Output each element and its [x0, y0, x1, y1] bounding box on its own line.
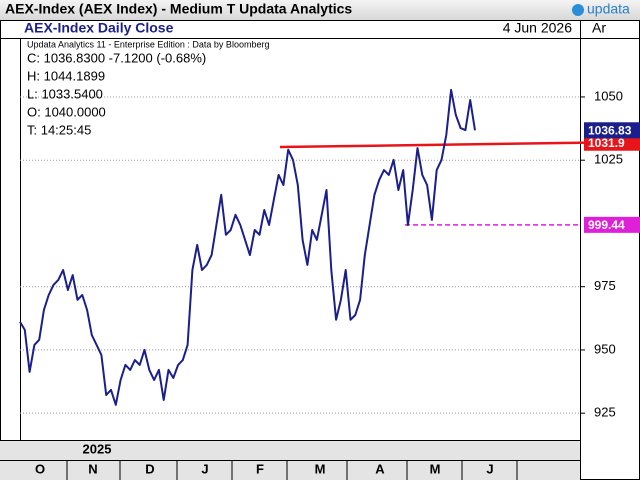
- y-tick-label: 1050: [594, 88, 623, 103]
- x-tick-label: M: [430, 461, 441, 476]
- y-tick-label: 950: [594, 341, 616, 356]
- y-tick-label: 925: [594, 405, 616, 420]
- x-tick-label: A: [375, 461, 385, 476]
- info-line: Updata Analytics 11 - Enterprise Edition…: [27, 39, 269, 49]
- chart-title: AEX-Index Daily Close: [24, 20, 174, 36]
- title-bar: [0, 0, 640, 20]
- info-line: H: 1044.1899: [27, 68, 105, 83]
- x-tick-label: D: [145, 461, 154, 476]
- trend-label-box: [584, 134, 640, 151]
- info-line: C: 1036.8300 -7.1200 (-0.68%): [27, 50, 206, 65]
- x-tick-label: N: [88, 461, 97, 476]
- support-label-box: [584, 216, 640, 233]
- y-tick-label: 975: [594, 278, 616, 293]
- panel-label: Ar: [592, 20, 606, 36]
- info-line: T: 14:25:45: [27, 122, 91, 137]
- info-line: O: 1040.0000: [27, 104, 106, 119]
- y-tick-label: 1025: [594, 152, 623, 167]
- year-label: 2025: [83, 441, 112, 456]
- x-tick-label: F: [256, 461, 264, 476]
- support-label: 999.44: [588, 218, 625, 232]
- x-tick-label: J: [486, 461, 493, 476]
- x-tick-label: J: [201, 461, 208, 476]
- window-title: AEX-Index (AEX Index) - Medium T Updata …: [5, 1, 352, 17]
- last-label: 1036.83: [588, 123, 632, 137]
- price-line: [19, 88, 476, 406]
- trend-label: 1031.9: [588, 136, 625, 150]
- logo: updata: [587, 1, 630, 17]
- trend-line: [279, 141, 581, 149]
- date: 4 Jun 2026: [503, 20, 572, 36]
- x-tick-label: O: [35, 461, 45, 476]
- x-tick-label: M: [315, 461, 326, 476]
- logo-icon: [572, 4, 584, 16]
- info-line: L: 1033.5400: [27, 86, 103, 101]
- last-label-box: [584, 122, 640, 139]
